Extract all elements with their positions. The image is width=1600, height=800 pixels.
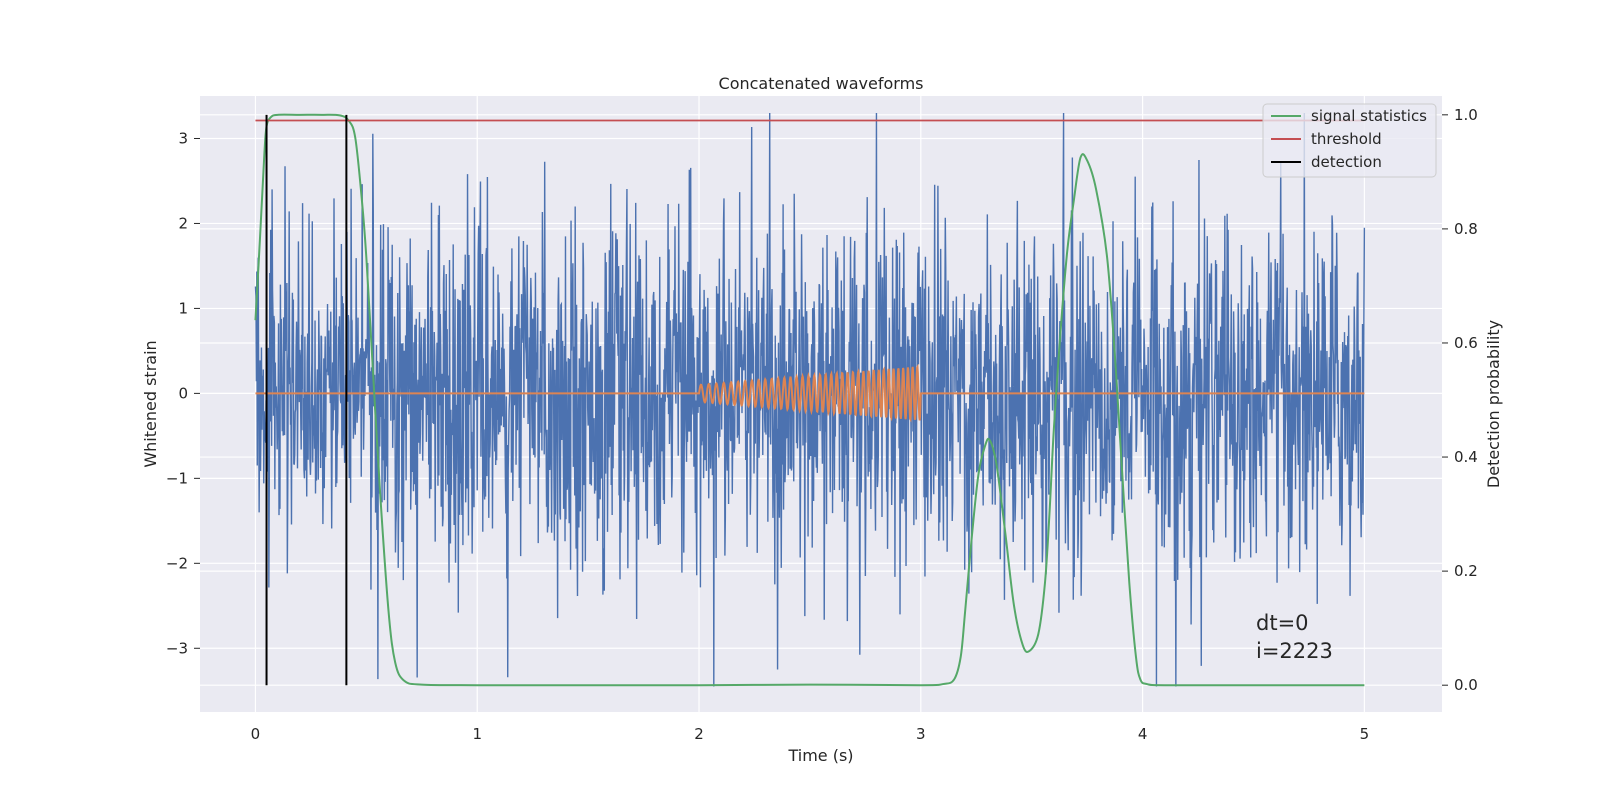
y-tick-label-left: 3: [178, 129, 188, 147]
y-tick-label-left: −3: [166, 639, 188, 657]
x-tick-label: 5: [1360, 725, 1370, 743]
chart-title: Concatenated waveforms: [719, 74, 924, 93]
y-tick-label-right: 0.8: [1454, 220, 1478, 238]
legend-label-threshold: threshold: [1311, 130, 1382, 148]
legend-label-detection: detection: [1311, 153, 1382, 171]
y-tick-label-left: −2: [166, 554, 188, 572]
annotation-dt: dt=0: [1256, 611, 1309, 635]
legend-label-signal-statistics: signal statistics: [1311, 107, 1427, 125]
legend: signal statistics threshold detection: [1262, 103, 1437, 178]
y-tick-label-left: 0: [178, 384, 188, 402]
y-tick-label-right: 0.6: [1454, 334, 1478, 352]
y-axis-label-left: Whitened strain: [141, 340, 160, 467]
y-tick-label-right: 1.0: [1454, 106, 1478, 124]
y-tick-label-right: 0.2: [1454, 562, 1478, 580]
signal-statistics-line: [254, 113, 1365, 687]
x-tick-label: 3: [916, 725, 926, 743]
legend-box: [1262, 103, 1437, 178]
y-axis-label-right: Detection probability: [1484, 320, 1503, 488]
clean-waveform-line: [255, 363, 1365, 423]
tick-labels: 0 1 2 3 4 5 −3 −2 −1 0 1 2 3 0.0 0.2 0.4 0.6 0.8 1.0: [166, 106, 1478, 743]
x-tick-label: 1: [472, 725, 482, 743]
y-tick-label-left: 2: [178, 214, 188, 232]
x-tick-label: 4: [1138, 725, 1148, 743]
x-tick-label: 0: [251, 725, 261, 743]
noisy-waveform-line: [254, 112, 1366, 687]
y-tick-label-right: 0.4: [1454, 448, 1478, 466]
x-tick-label: 2: [694, 725, 704, 743]
data-layer: [254, 112, 1366, 687]
annotation-box: dt=0 i=2223: [1256, 611, 1333, 663]
annotation-index: i=2223: [1256, 639, 1333, 663]
x-axis-label: Time (s): [787, 746, 853, 765]
y-tick-label-left: 1: [178, 299, 188, 317]
y-tick-label-left: −1: [166, 469, 188, 487]
y-tick-label-right: 0.0: [1454, 676, 1478, 694]
